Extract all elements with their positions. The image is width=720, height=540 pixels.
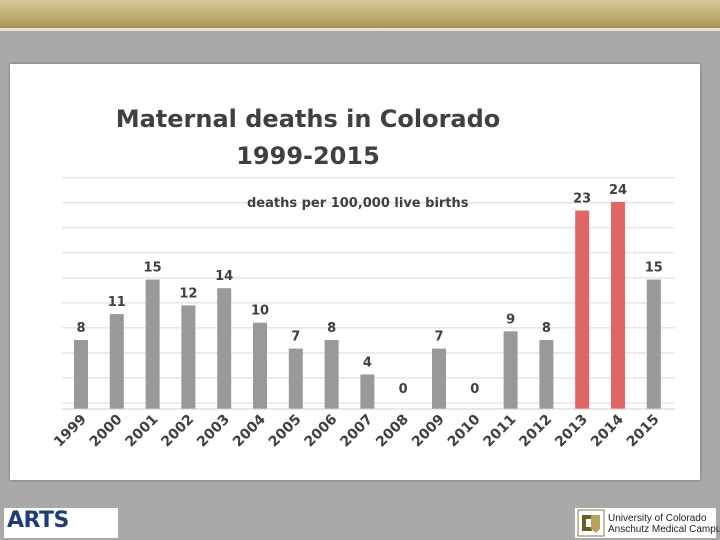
data-label-2002: 12 bbox=[179, 286, 197, 301]
y-axis-label: deaths per 100,000 live births bbox=[247, 196, 469, 211]
x-tick-2013: 2013 bbox=[552, 412, 591, 451]
x-tick-2014: 2014 bbox=[588, 411, 627, 450]
data-label-2008: 0 bbox=[399, 382, 408, 397]
bar-2009 bbox=[432, 348, 446, 409]
bars bbox=[74, 201, 661, 409]
x-tick-2002: 2002 bbox=[158, 412, 197, 451]
x-tick-2007: 2007 bbox=[337, 412, 376, 451]
data-label-2010: 0 bbox=[470, 382, 479, 397]
cu-logo: University of Colorado Anschutz Medical … bbox=[575, 508, 720, 538]
x-tick-2015: 2015 bbox=[624, 412, 663, 451]
bar-2015 bbox=[646, 279, 661, 409]
bar-2007 bbox=[360, 374, 375, 409]
data-label-2015: 15 bbox=[645, 261, 663, 276]
x-tick-2008: 2008 bbox=[373, 412, 412, 451]
bar-2011 bbox=[503, 331, 518, 409]
chart-subtitle: 1999-2015 bbox=[236, 142, 380, 170]
bar-2005 bbox=[288, 348, 303, 409]
bar-2012 bbox=[539, 339, 554, 409]
data-label-1999: 8 bbox=[76, 321, 85, 336]
x-tick-2012: 2012 bbox=[516, 412, 555, 451]
x-tick-2006: 2006 bbox=[302, 412, 341, 451]
bar-2004 bbox=[253, 322, 267, 409]
bar-2000 bbox=[109, 314, 124, 409]
data-label-2012: 8 bbox=[542, 321, 551, 336]
data-label-2001: 15 bbox=[144, 261, 162, 276]
top-banner-divider bbox=[0, 28, 720, 31]
bar-1999 bbox=[74, 339, 88, 409]
data-label-2014: 24 bbox=[609, 183, 627, 198]
bar-2003 bbox=[217, 288, 232, 409]
gridlines bbox=[62, 177, 675, 404]
bar-chart: Maternal deaths in Colorado 1999-2015 de… bbox=[51, 105, 675, 450]
data-label-2013: 23 bbox=[573, 192, 591, 207]
x-tick-2005: 2005 bbox=[266, 412, 305, 451]
bar-2006 bbox=[324, 339, 339, 409]
cu-logo-line2: Anschutz Medical Campus bbox=[608, 524, 720, 535]
bar-2014 bbox=[611, 201, 625, 409]
data-label-2003: 14 bbox=[215, 269, 233, 284]
data-label-2007: 4 bbox=[363, 355, 372, 370]
cu-logo-line1: University of Colorado bbox=[608, 513, 707, 524]
x-tick-2010: 2010 bbox=[445, 411, 484, 450]
arts-logo: ARTS bbox=[4, 508, 118, 538]
data-label-2006: 8 bbox=[327, 321, 336, 336]
chart-title: Maternal deaths in Colorado bbox=[116, 105, 501, 133]
chart-card: Maternal deaths in Colorado 1999-2015 de… bbox=[10, 64, 700, 480]
x-tick-2000: 2000 bbox=[87, 411, 126, 450]
bar-2002 bbox=[181, 305, 196, 409]
data-label-2005: 7 bbox=[291, 330, 300, 345]
x-tick-1999: 1999 bbox=[51, 412, 90, 451]
x-tick-2011: 2011 bbox=[481, 412, 520, 451]
data-label-2004: 10 bbox=[251, 304, 269, 319]
data-label-2000: 11 bbox=[108, 295, 126, 310]
x-tick-2001: 2001 bbox=[123, 412, 162, 451]
bar-2013 bbox=[575, 210, 590, 409]
top-banner bbox=[0, 0, 720, 28]
data-label-2011: 9 bbox=[506, 312, 515, 327]
x-tick-2009: 2009 bbox=[409, 412, 448, 451]
arts-logo-text: ARTS bbox=[7, 508, 69, 533]
x-tick-2004: 2004 bbox=[230, 411, 269, 450]
x-tick-labels: 1999200020012002200320042005200620072008… bbox=[51, 411, 663, 450]
bar-2001 bbox=[145, 279, 160, 409]
data-labels: 8 11 15 12 14 10 7 8 4 0 7 0 9 8 23 24 15 bbox=[76, 183, 662, 397]
x-tick-2003: 2003 bbox=[194, 412, 233, 451]
data-label-2009: 7 bbox=[434, 330, 443, 345]
cu-emblem-icon bbox=[577, 509, 605, 537]
